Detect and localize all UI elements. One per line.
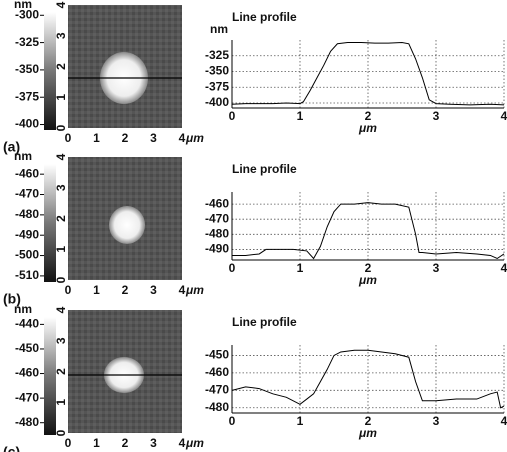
image-x-label: μm [185,131,204,145]
x-tick-label: 4 [501,261,507,275]
image-x-tick-label: 0 [65,436,72,450]
image-x-tick-label: 1 [93,131,100,145]
colorbar-tick-label: -480 [15,415,39,429]
colorbar-tick-label: -350 [15,62,39,76]
image-x-label: μm [185,436,204,450]
y-tick-label: -460 [205,196,229,210]
colorbar-tick-label: -500 [15,248,39,262]
y-tick-label: -375 [205,79,229,93]
colorbar-tick-label: -480 [15,207,39,221]
y-tick-label: -325 [205,48,229,62]
image-x-tick-label: 0 [65,283,72,297]
colorbar-tick-label: -470 [15,390,39,404]
image-y-tick-label: 4 [54,306,68,313]
image-x-tick-label: 4 [179,131,186,145]
x-tick-label: 0 [229,414,236,428]
colorbar-tick-label: -460 [15,166,39,180]
colorbar-tick-label: -375 [15,89,39,103]
x-tick-label: 3 [433,414,440,428]
image-y-tick-label: 4 [54,1,68,8]
y-tick-label: -480 [205,226,229,240]
image-y-tick-label: 1 [54,94,68,101]
x-tick-label: 4 [501,414,507,428]
image-y-tick-label: 1 [54,246,68,253]
x-tick-label: 3 [433,261,440,275]
image-x-tick-label: 2 [122,283,129,297]
image-x-tick-label: 2 [122,436,129,450]
x-axis-label: μm [358,426,377,440]
chart-title: Line profile [232,162,297,176]
image-y-tick-label: 0 [54,124,68,131]
y-tick-label: -480 [205,400,229,414]
y-tick-label: -450 [205,348,229,362]
x-tick-label: 1 [297,109,304,123]
x-tick-label: 2 [365,414,372,428]
y-tick-label: -470 [205,383,229,397]
x-tick-label: 0 [229,109,236,123]
x-tick-label: 0 [229,261,236,275]
image-y-tick-label: 3 [54,337,68,344]
colorbar-unit: nm [14,302,32,316]
colorbar-tick-label: -490 [15,227,39,241]
colorbar-tick-label: -510 [15,268,39,282]
profile [231,42,505,106]
colorbar-unit: nm [14,149,32,163]
image-y-tick-label: 2 [54,368,68,375]
profile [231,349,505,409]
x-axis-label: μm [358,121,377,135]
feature [109,206,145,244]
panel-label: (c) [3,444,20,452]
x-tick-label: 1 [297,261,304,275]
x-tick-label: 3 [433,109,440,123]
image-y-tick-label: 0 [54,276,68,283]
colorbar-tick-label: -400 [15,117,39,131]
y-tick-label: -350 [205,64,229,78]
colorbar-tick-label: -300 [15,7,39,21]
image-x-tick-label: 3 [150,131,157,145]
image-x-tick-label: 0 [65,131,72,145]
y-tick-label: -490 [205,242,229,256]
image-y-tick-label: 3 [54,32,68,39]
panel-label: (b) [3,291,21,307]
x-axis-label: μm [358,273,377,287]
image-y-tick-label: 0 [54,429,68,436]
x-tick-label: 1 [297,414,304,428]
image-y-tick-label: 2 [54,63,68,70]
colorbar-tick-label: -325 [15,35,39,49]
image-x-tick-label: 2 [122,131,129,145]
colorbar [44,164,56,282]
panel-label: (a) [3,139,20,155]
y-tick-label: -400 [205,95,229,109]
colorbar-tick-label: -460 [15,366,39,380]
image-x-tick-label: 1 [93,283,100,297]
image-x-tick-label: 4 [179,436,186,450]
image-y-tick-label: 1 [54,399,68,406]
x-tick-label: 2 [365,261,372,275]
profile [232,202,505,260]
chart-title: Line profile [232,10,297,24]
colorbar [44,317,56,435]
colorbar [44,12,56,130]
colorbar-tick-label: -470 [15,187,39,201]
image-y-tick-label: 3 [54,184,68,191]
y-tick-label: -470 [205,211,229,225]
image-x-tick-label: 3 [150,436,157,450]
image-x-tick-label: 3 [150,283,157,297]
y-tick-label: -460 [205,365,229,379]
y-axis-label: nm [210,22,228,36]
colorbar-unit: nm [14,0,32,11]
colorbar-tick-label: -440 [15,317,39,331]
image-y-tick-label: 4 [54,153,68,160]
image-x-tick-label: 1 [93,436,100,450]
x-tick-label: 4 [501,109,507,123]
chart-title: Line profile [232,315,297,329]
image-x-tick-label: 4 [179,283,186,297]
colorbar-tick-label: -450 [15,341,39,355]
x-tick-label: 2 [365,109,372,123]
image-x-label: μm [185,283,204,297]
image-y-tick-label: 2 [54,215,68,222]
